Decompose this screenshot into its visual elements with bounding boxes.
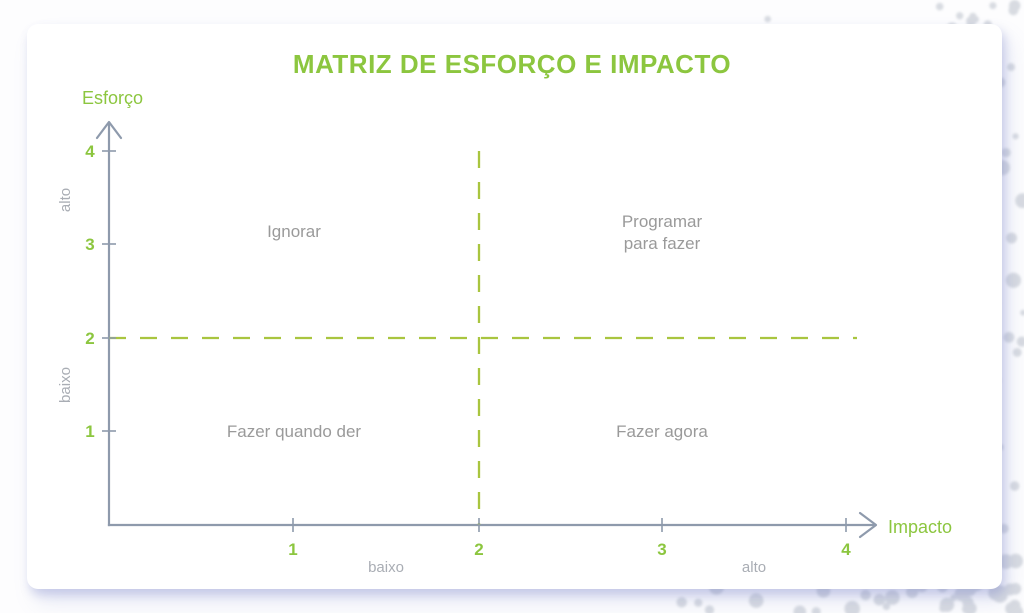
svg-text:Esforço: Esforço [82,88,143,108]
svg-text:4: 4 [841,540,851,559]
svg-text:baixo: baixo [57,367,74,403]
svg-text:Ignorar: Ignorar [267,222,321,241]
svg-text:2: 2 [85,329,94,348]
svg-text:Fazer quando der: Fazer quando der [227,422,362,441]
svg-text:Impacto: Impacto [888,517,952,537]
svg-text:3: 3 [85,235,94,254]
svg-text:alto: alto [57,188,74,212]
svg-text:1: 1 [288,540,297,559]
svg-text:para fazer: para fazer [624,234,701,253]
svg-text:alto: alto [742,559,766,576]
svg-text:MATRIZ DE ESFORÇO E IMPACTO: MATRIZ DE ESFORÇO E IMPACTO [293,49,731,79]
svg-text:2: 2 [474,540,483,559]
svg-text:Programar: Programar [622,212,703,231]
svg-text:Fazer agora: Fazer agora [616,422,708,441]
svg-text:baixo: baixo [368,559,404,576]
svg-text:3: 3 [657,540,666,559]
svg-text:4: 4 [85,142,95,161]
svg-text:1: 1 [85,422,94,441]
